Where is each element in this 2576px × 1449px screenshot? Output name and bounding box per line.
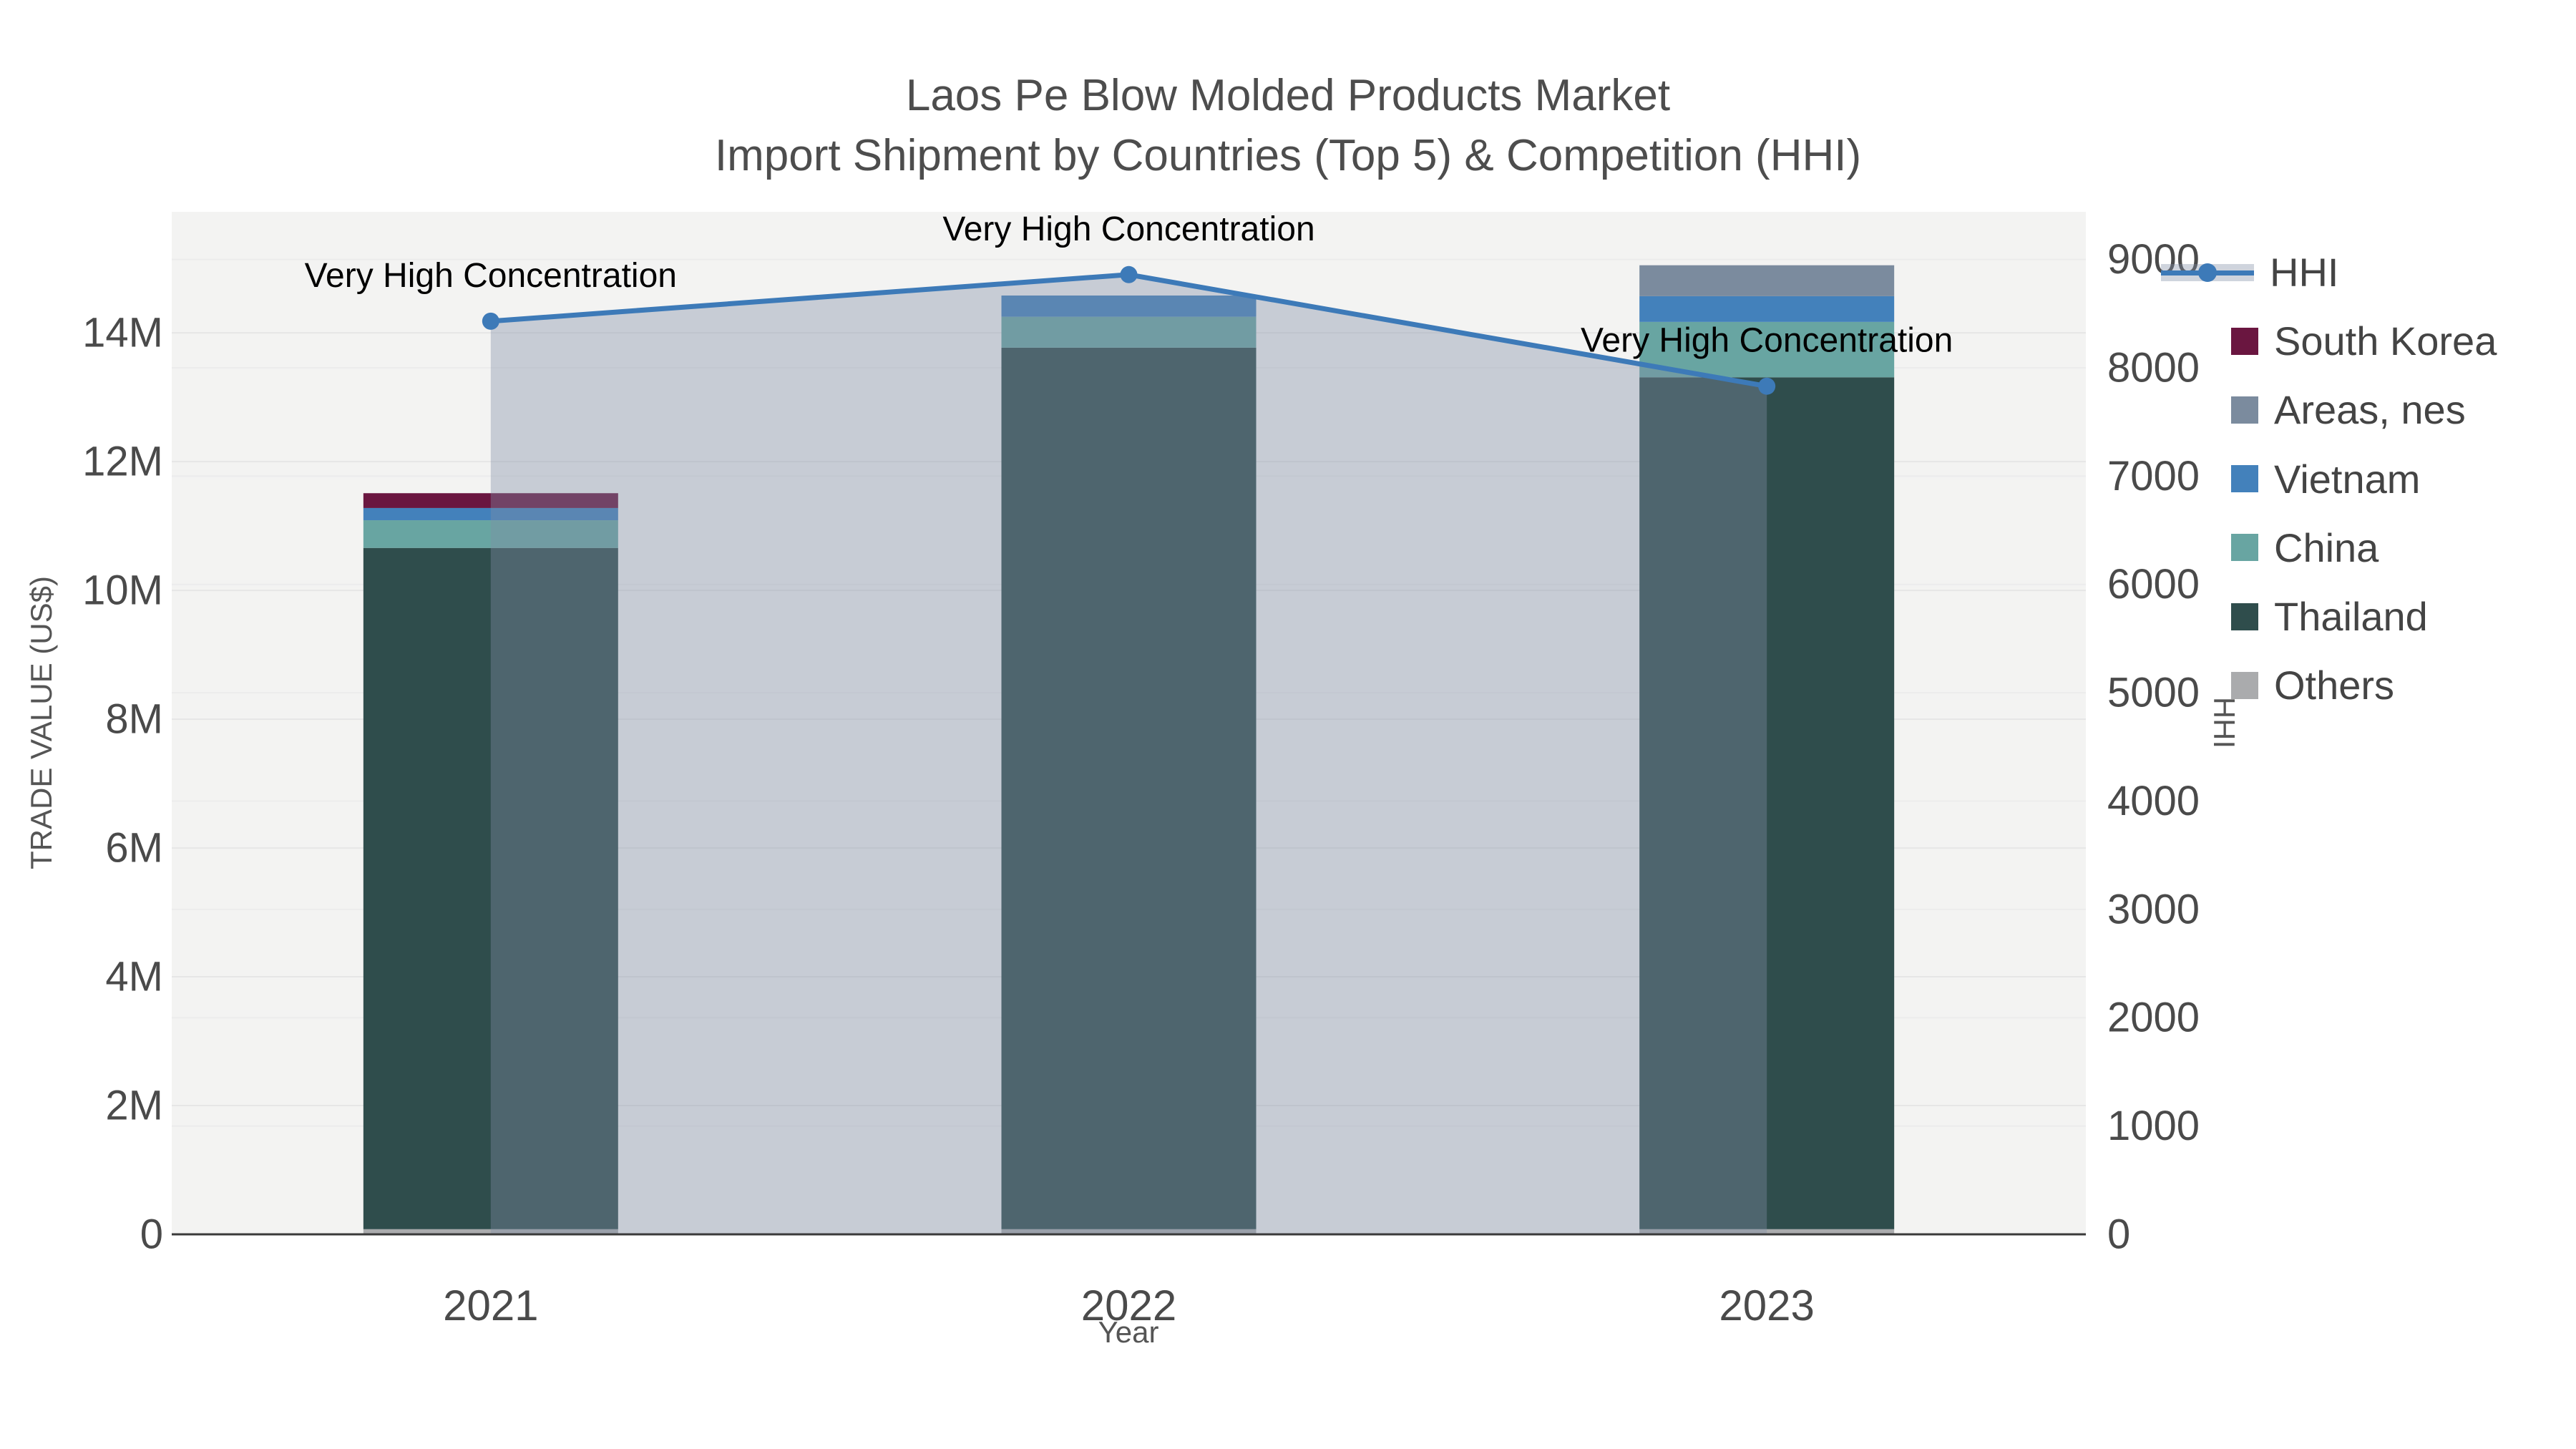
annotation-2022: Very High Concentration: [942, 210, 1314, 248]
bar-segment-others-2023[interactable]: [1639, 1229, 1895, 1234]
left-axis-tick-label: 12M: [82, 439, 163, 485]
bar-segment-vietnam-2023[interactable]: [1639, 296, 1895, 322]
legend-item-vietnam[interactable]: Vietnam: [2231, 456, 2420, 502]
bar-segment-others-2022[interactable]: [1001, 1229, 1257, 1234]
left-axis-tick-label: 8M: [105, 696, 163, 743]
legend-item-china[interactable]: China: [2231, 525, 2379, 571]
annotation-2023: Very High Concentration: [1581, 322, 1953, 360]
right-axis-tick-label: 1000: [2107, 1103, 2200, 1149]
legend-item-label: South Korea: [2274, 318, 2497, 364]
legend-item-areas-nes[interactable]: Areas, nes: [2231, 386, 2466, 433]
bar-segment-areas-nes-2023[interactable]: [1639, 265, 1895, 296]
x-axis-title: Year: [1098, 1315, 1159, 1349]
x-axis-tick-label-2021: 2021: [443, 1282, 538, 1330]
left-axis-tick-label: 6M: [105, 825, 163, 872]
legend-item-label: HHI: [2270, 250, 2339, 295]
hhi-legend-swatch-part: [2198, 263, 2217, 282]
bar-segment-vietnam-2022[interactable]: [1001, 295, 1257, 317]
bar-segment-thailand-2021[interactable]: [363, 547, 618, 1229]
legend-swatch-icon: [2231, 465, 2258, 493]
right-axis-tick-label: 5000: [2107, 670, 2200, 716]
x-axis-tick-label-2022: 2022: [1081, 1282, 1176, 1330]
left-axis-title: TRADE VALUE (US$): [24, 576, 58, 869]
bar-segment-vietnam-2021[interactable]: [363, 507, 618, 521]
left-axis-tick-label: 0: [140, 1211, 163, 1258]
right-axis-tick-label: 3000: [2107, 886, 2200, 932]
hhi-marker-2023[interactable]: [1758, 377, 1776, 395]
right-axis-tick-label: 0: [2107, 1211, 2130, 1258]
left-axis-tick-label: 4M: [105, 954, 163, 1000]
bar-segment-china-2022[interactable]: [1001, 316, 1257, 348]
bar-segment-south-korea-2021[interactable]: [363, 493, 618, 508]
right-axis-tick-label: 8000: [2107, 344, 2200, 391]
left-axis-tick-label: 2M: [105, 1083, 163, 1129]
right-axis-tick-label: 7000: [2107, 453, 2200, 499]
legend-item-label: Thailand: [2274, 594, 2428, 639]
bar-segment-china-2023[interactable]: [1639, 321, 1895, 378]
legend-swatch-icon: [2231, 327, 2258, 355]
right-axis-tick-label: 4000: [2107, 778, 2200, 824]
legend-item-label: Others: [2274, 663, 2395, 708]
legend-item-label: China: [2274, 525, 2379, 570]
legend-item-hhi[interactable]: HHI: [2161, 249, 2338, 296]
left-axis-tick-label: 14M: [82, 310, 163, 356]
legend-item-label: Areas, nes: [2274, 387, 2466, 433]
right-axis-tick-label: 6000: [2107, 561, 2200, 608]
legend-swatch-icon: [2231, 602, 2258, 630]
legend-swatch-icon: [2231, 396, 2258, 424]
bar-segment-thailand-2022[interactable]: [1001, 347, 1257, 1229]
left-axis-tick-label: 10M: [82, 567, 163, 614]
right-axis-tick-label: 2000: [2107, 995, 2200, 1041]
chart-subtitle: Import Shipment by Countries (Top 5) & C…: [714, 131, 1862, 180]
legend-item-label: Vietnam: [2274, 456, 2421, 502]
legend-item-south-korea[interactable]: South Korea: [2231, 318, 2497, 364]
bar-segment-others-2021[interactable]: [363, 1229, 618, 1234]
x-axis-tick-label-2023: 2023: [1719, 1282, 1814, 1330]
bar-segment-thailand-2023[interactable]: [1639, 377, 1895, 1229]
annotation-2021: Very High Concentration: [305, 257, 677, 295]
legend-swatch-icon: [2231, 671, 2258, 699]
chart-title: Laos Pe Blow Molded Products Market: [905, 71, 1671, 120]
hhi-legend-swatch-icon: [2161, 263, 2254, 282]
legend-item-others[interactable]: Others: [2231, 662, 2394, 708]
legend-swatch-icon: [2231, 534, 2258, 562]
hhi-marker-2021[interactable]: [482, 312, 499, 330]
hhi-area-fill: [490, 274, 1767, 1235]
legend-item-thailand[interactable]: Thailand: [2231, 593, 2428, 640]
bar-segment-china-2021[interactable]: [363, 520, 618, 548]
hhi-marker-2022[interactable]: [1120, 265, 1138, 283]
